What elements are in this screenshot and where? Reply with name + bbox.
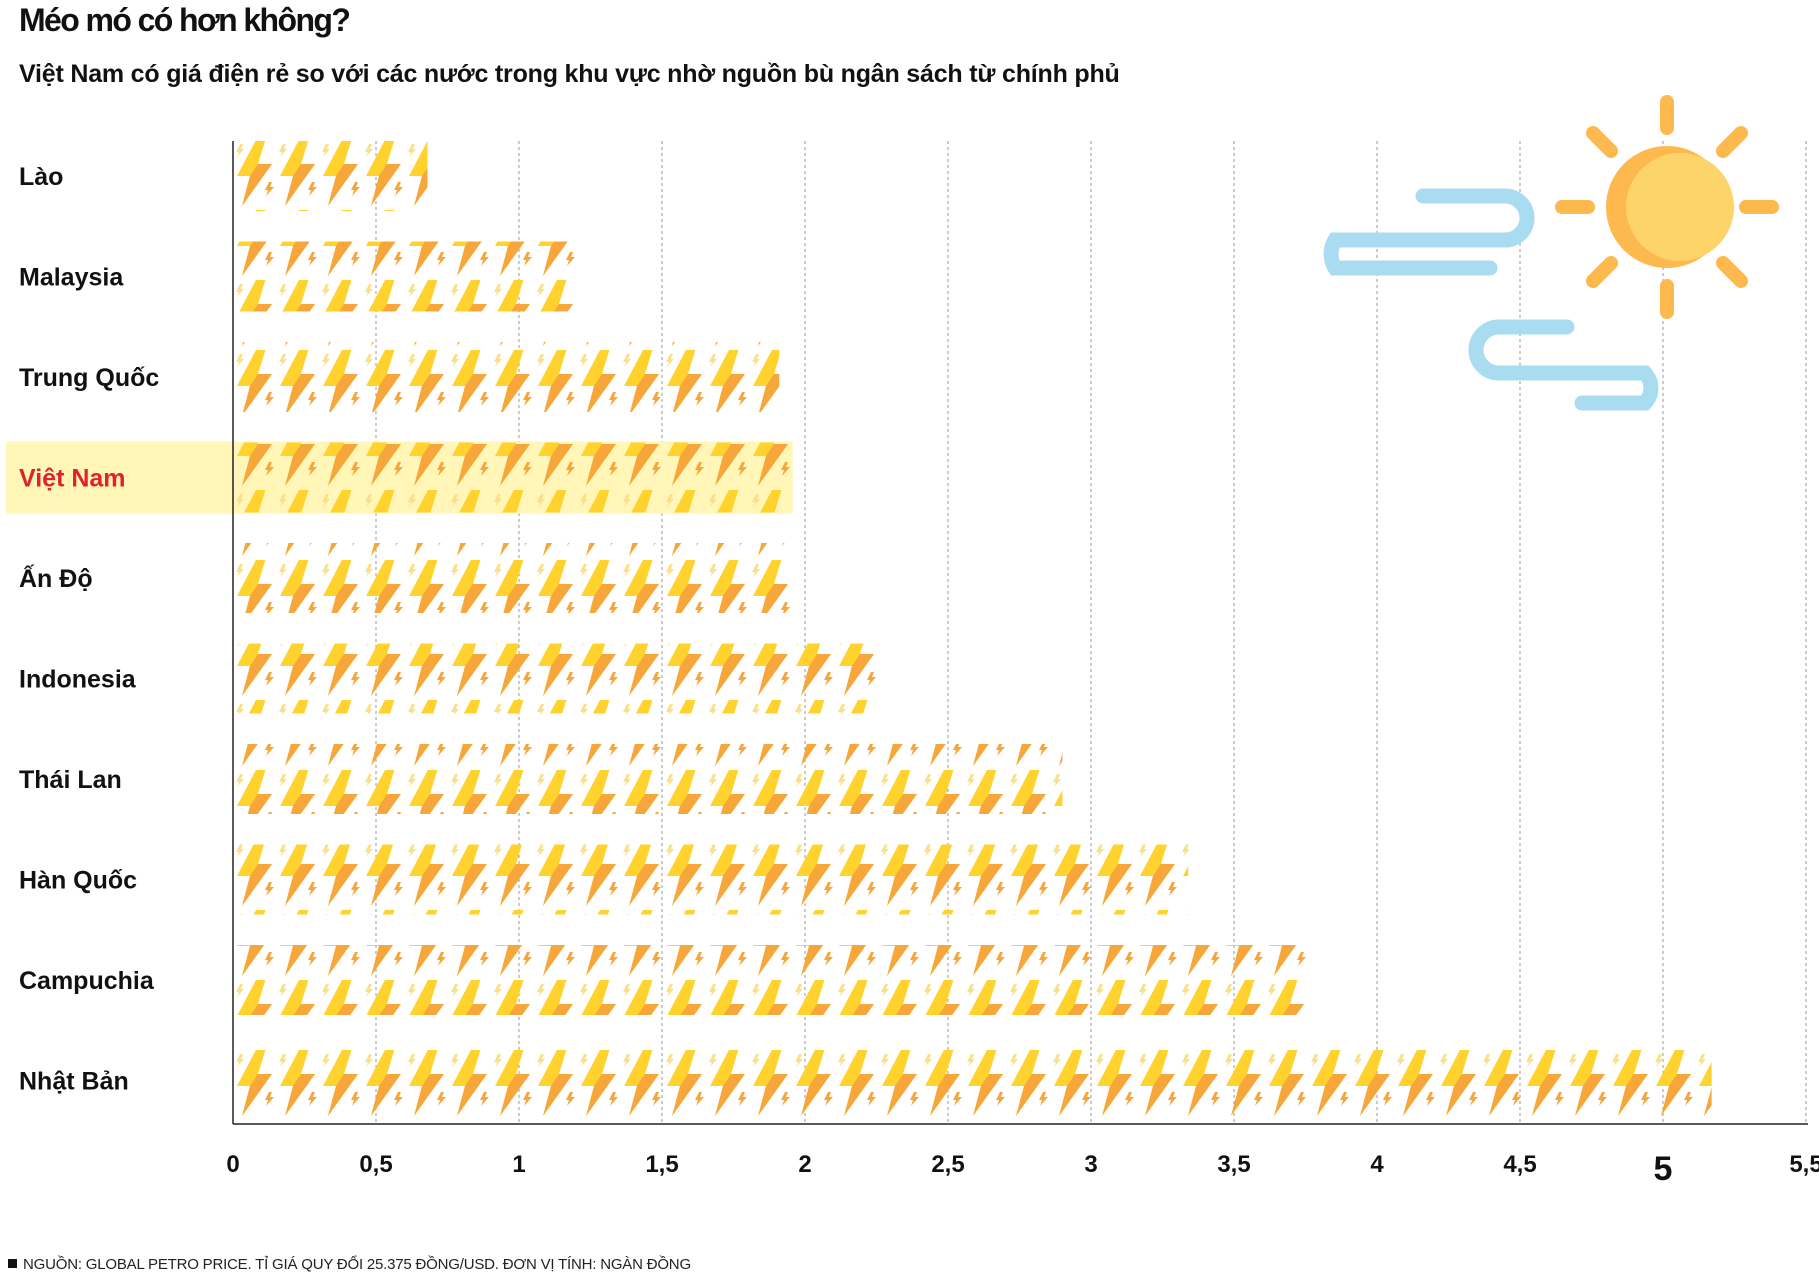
highlight-band [6,441,233,514]
source-note: NGUỒN: GLOBAL PETRO PRICE. TỈ GIÁ QUY ĐỔ… [8,1256,691,1273]
square-bullet-icon [8,1259,17,1268]
category-label: Indonesia [19,666,137,694]
cloud-icon [1323,188,1659,411]
category-label: Malaysia [19,264,124,292]
category-label: Hàn Quốc [19,867,137,895]
x-tick-label: 5,5 [1789,1151,1819,1178]
x-tick-label: 0 [226,1151,239,1178]
chart-title: Méo mó có hơn không? [19,2,351,38]
chart-subtitle: Việt Nam có giá điện rẻ so với các nước … [19,60,1120,88]
bar [234,643,880,714]
source-text: NGUỒN: GLOBAL PETRO PRICE. TỈ GIÁ QUY ĐỔ… [23,1256,691,1273]
x-tick-label: 4 [1370,1151,1384,1178]
category-label: Campuchia [19,967,155,995]
x-tick-label: 1 [512,1151,525,1178]
bar [234,844,1189,915]
bar [234,241,580,312]
x-tick-label: 4,5 [1503,1151,1536,1178]
category-label: Lào [19,163,63,191]
x-tick-label: 2,5 [931,1151,964,1178]
bar [234,1045,1712,1116]
bar [234,744,1063,814]
category-label: Việt Nam [19,465,126,493]
x-tick-label: 0,5 [359,1151,392,1178]
category-label: Trung Quốc [19,364,159,392]
bar [234,141,428,211]
sun-icon [1555,95,1779,319]
category-label: Ấn Độ [19,564,93,593]
category-label: Nhật Bản [19,1068,129,1096]
x-tick-label: 3,5 [1217,1151,1250,1178]
bar [234,543,794,613]
x-tick-label: 2 [798,1151,811,1178]
x-tick-label: 1,5 [645,1151,678,1178]
bar [234,342,780,412]
category-label: Thái Lan [19,766,122,794]
x-tick-label: 5 [1654,1150,1673,1188]
x-tick-label: 3 [1084,1151,1097,1178]
bar [234,945,1312,1015]
bar [234,442,791,513]
